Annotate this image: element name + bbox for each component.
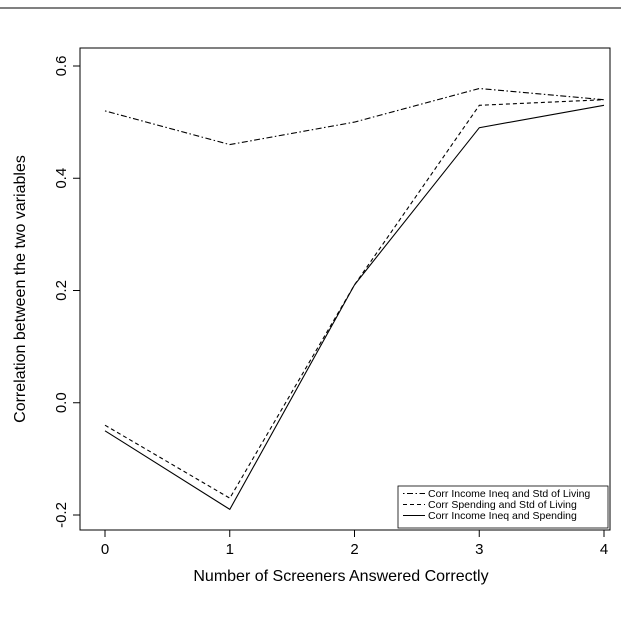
plot-frame <box>79 47 611 531</box>
x-axis: 0 1 2 3 4 <box>101 530 608 558</box>
x-tick-label: 4 <box>600 541 608 558</box>
y-tick-label: -0.2 <box>53 502 70 528</box>
series-line-2 <box>104 99 605 499</box>
legend-label-1: Corr Income Ineq and Std of Living <box>428 488 590 500</box>
legend-label-3: Corr Income Ineq and Spending <box>428 510 577 522</box>
x-tick-label: 1 <box>226 541 234 558</box>
x-tick-label: 0 <box>101 541 109 558</box>
legend-box <box>397 485 609 529</box>
x-tick-label: 3 <box>475 541 483 558</box>
series-layer <box>104 87 605 511</box>
series-line-1 <box>104 87 605 146</box>
legend-label-2: Corr Spending and Std of Living <box>428 499 577 511</box>
y-axis: -0.2 0.0 0.2 0.4 0.6 <box>53 56 80 528</box>
y-axis-title: Correlation between the two variables <box>12 155 29 423</box>
series-line-3 <box>104 104 605 511</box>
y-tick-label: 0.2 <box>53 280 70 301</box>
x-tick-label: 2 <box>350 541 358 558</box>
y-tick-label: 0.0 <box>53 392 70 413</box>
y-tick-label: 0.6 <box>53 56 70 77</box>
x-axis-title: Number of Screeners Answered Correctly <box>193 568 488 585</box>
y-tick-label: 0.4 <box>53 168 70 189</box>
